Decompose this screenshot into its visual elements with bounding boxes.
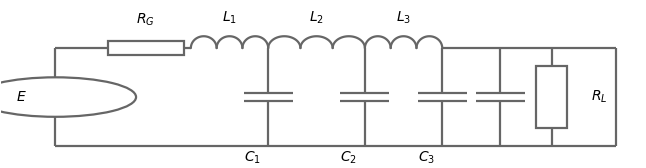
Bar <box>536 66 567 128</box>
Text: $L_{1}$: $L_{1}$ <box>222 10 237 26</box>
Text: $R_{L}$: $R_{L}$ <box>590 89 607 105</box>
Text: $L_{3}$: $L_{3}$ <box>396 10 411 26</box>
Text: $L_{2}$: $L_{2}$ <box>309 10 324 26</box>
Text: $E$: $E$ <box>16 90 26 104</box>
Text: $C_{3}$: $C_{3}$ <box>417 149 435 166</box>
Text: $R_{G}$: $R_{G}$ <box>136 11 155 28</box>
Text: $C_{1}$: $C_{1}$ <box>244 149 260 166</box>
Text: $C_{2}$: $C_{2}$ <box>340 149 357 166</box>
Bar <box>108 41 183 55</box>
